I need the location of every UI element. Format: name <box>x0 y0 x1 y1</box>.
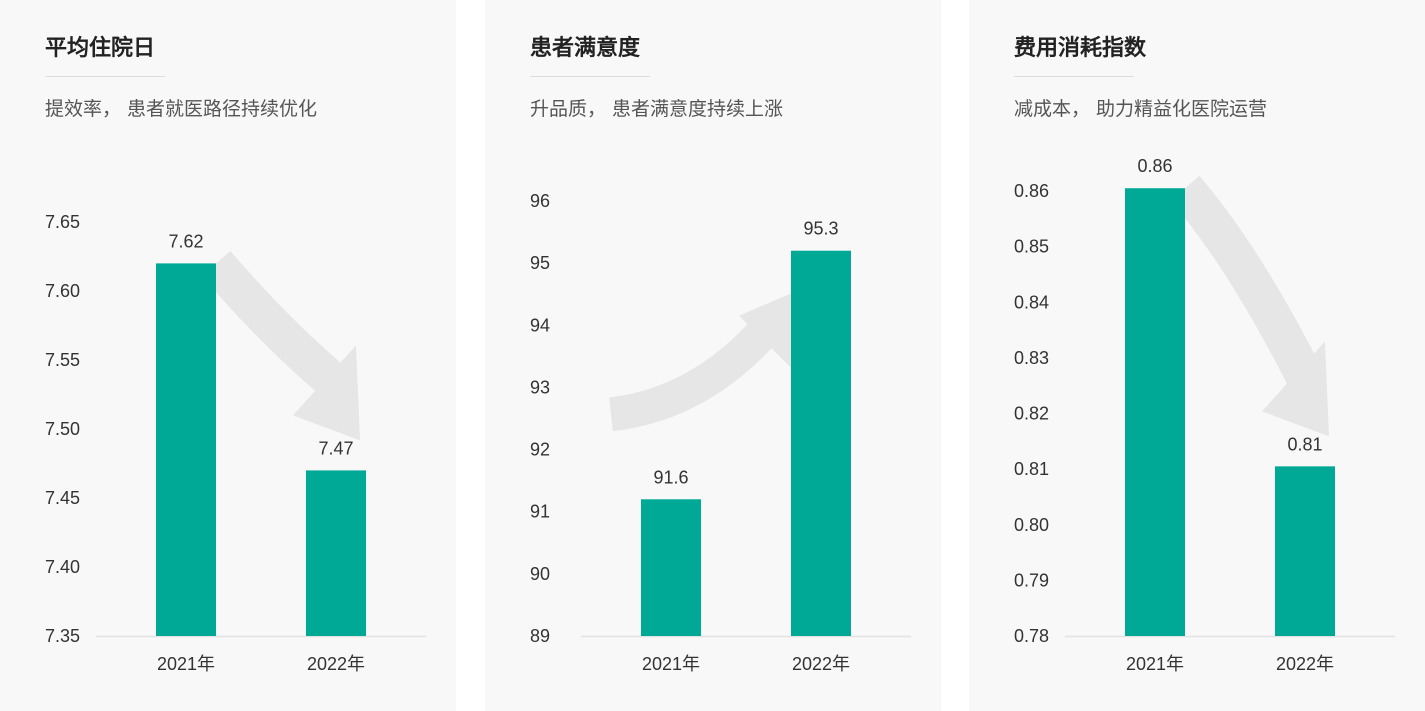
title-divider <box>530 76 650 77</box>
bar <box>156 263 216 636</box>
title-divider <box>45 76 165 77</box>
x-tick-label: 2022年 <box>1276 654 1334 674</box>
y-tick-label: 0.79 <box>1014 570 1049 590</box>
y-tick-label: 0.85 <box>1014 237 1049 257</box>
card-subtitle: 提效率， 患者就医路径持续优化 <box>45 98 318 120</box>
bar-value-label: 0.81 <box>1287 434 1322 454</box>
bar <box>791 250 851 636</box>
chart-card-cost-index: 费用消耗指数 减成本， 助力精益化医院运营 0.78 0.79 0.80 0.81 0.… <box>969 0 1425 711</box>
title-divider <box>1014 76 1134 77</box>
bar-chart-cost-index: 0.78 0.79 0.80 0.81 0.82 0.83 0.84 0.85 0.86 0.86… <box>1014 156 1395 674</box>
y-tick-label: 95 <box>530 253 550 273</box>
card-subtitle: 升品质， 患者满意度持续上涨 <box>530 98 784 120</box>
y-tick-label: 0.83 <box>1014 348 1049 368</box>
trend-arrow-icon <box>608 285 809 432</box>
chart-card-satisfaction: 患者满意度 升品质， 患者满意度持续上涨 89 90 91 92 93 94 95 96 91.… <box>485 0 941 711</box>
y-tick-label: 0.80 <box>1014 515 1049 535</box>
card-title: 平均住院日 <box>45 36 156 61</box>
y-tick-label: 7.45 <box>45 488 80 508</box>
y-tick-label: 7.65 <box>45 212 80 232</box>
bar-value-label: 7.47 <box>318 438 353 458</box>
y-tick-label: 92 <box>530 440 550 460</box>
y-tick-label: 7.50 <box>45 419 80 439</box>
y-tick-label: 7.35 <box>45 626 80 646</box>
y-tick-label: 0.86 <box>1014 181 1049 201</box>
y-tick-label: 7.60 <box>45 281 80 301</box>
card-title: 患者满意度 <box>530 36 641 61</box>
y-tick-label: 0.81 <box>1014 459 1049 479</box>
bar <box>1275 466 1335 636</box>
bar <box>1125 188 1185 636</box>
bar-value-label: 0.86 <box>1137 156 1172 176</box>
y-tick-label: 0.78 <box>1014 626 1049 646</box>
bar <box>641 499 701 636</box>
bar-chart-avg-stay: 7.35 7.40 7.45 7.50 7.55 7.60 7.65 7.62 2021年 7.4… <box>45 212 426 674</box>
trend-arrow-icon <box>1170 175 1329 437</box>
y-tick-label: 7.55 <box>45 350 80 370</box>
trend-arrow-icon <box>201 251 360 441</box>
x-tick-label: 2022年 <box>792 654 850 674</box>
y-tick-label: 96 <box>530 191 550 211</box>
y-tick-label: 91 <box>530 502 550 522</box>
y-tick-label: 0.82 <box>1014 404 1049 424</box>
chart-card-avg-stay: 平均住院日 提效率， 患者就医路径持续优化 7.35 7.40 7.45 7.50 7.… <box>0 0 456 711</box>
y-tick-label: 89 <box>530 626 550 646</box>
bar <box>306 470 366 636</box>
x-tick-label: 2021年 <box>642 654 700 674</box>
bar-value-label: 91.6 <box>653 467 688 487</box>
y-tick-label: 7.40 <box>45 557 80 577</box>
y-tick-label: 90 <box>530 564 550 584</box>
x-tick-label: 2021年 <box>157 654 215 674</box>
bar-chart-satisfaction: 89 90 91 92 93 94 95 96 91.6 2021年 95.3 2022年 <box>530 191 911 674</box>
bar-value-label: 7.62 <box>168 231 203 251</box>
y-tick-label: 94 <box>530 315 550 335</box>
y-tick-label: 93 <box>530 377 550 397</box>
bar-value-label: 95.3 <box>803 219 838 239</box>
x-tick-label: 2022年 <box>307 654 365 674</box>
y-tick-label: 0.84 <box>1014 292 1049 312</box>
card-title: 费用消耗指数 <box>1014 36 1147 61</box>
card-subtitle: 减成本， 助力精益化医院运营 <box>1014 98 1268 120</box>
x-tick-label: 2021年 <box>1126 654 1184 674</box>
